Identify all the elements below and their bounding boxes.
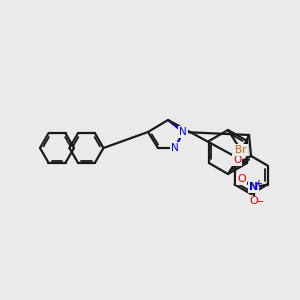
Text: O: O: [237, 175, 246, 184]
Text: N: N: [179, 127, 187, 137]
Text: O: O: [249, 196, 258, 206]
Text: O: O: [233, 155, 241, 165]
Text: N: N: [171, 143, 179, 153]
Text: N: N: [249, 182, 258, 193]
Text: −: −: [256, 196, 265, 206]
Text: +: +: [255, 179, 262, 188]
Text: Br: Br: [235, 145, 247, 155]
